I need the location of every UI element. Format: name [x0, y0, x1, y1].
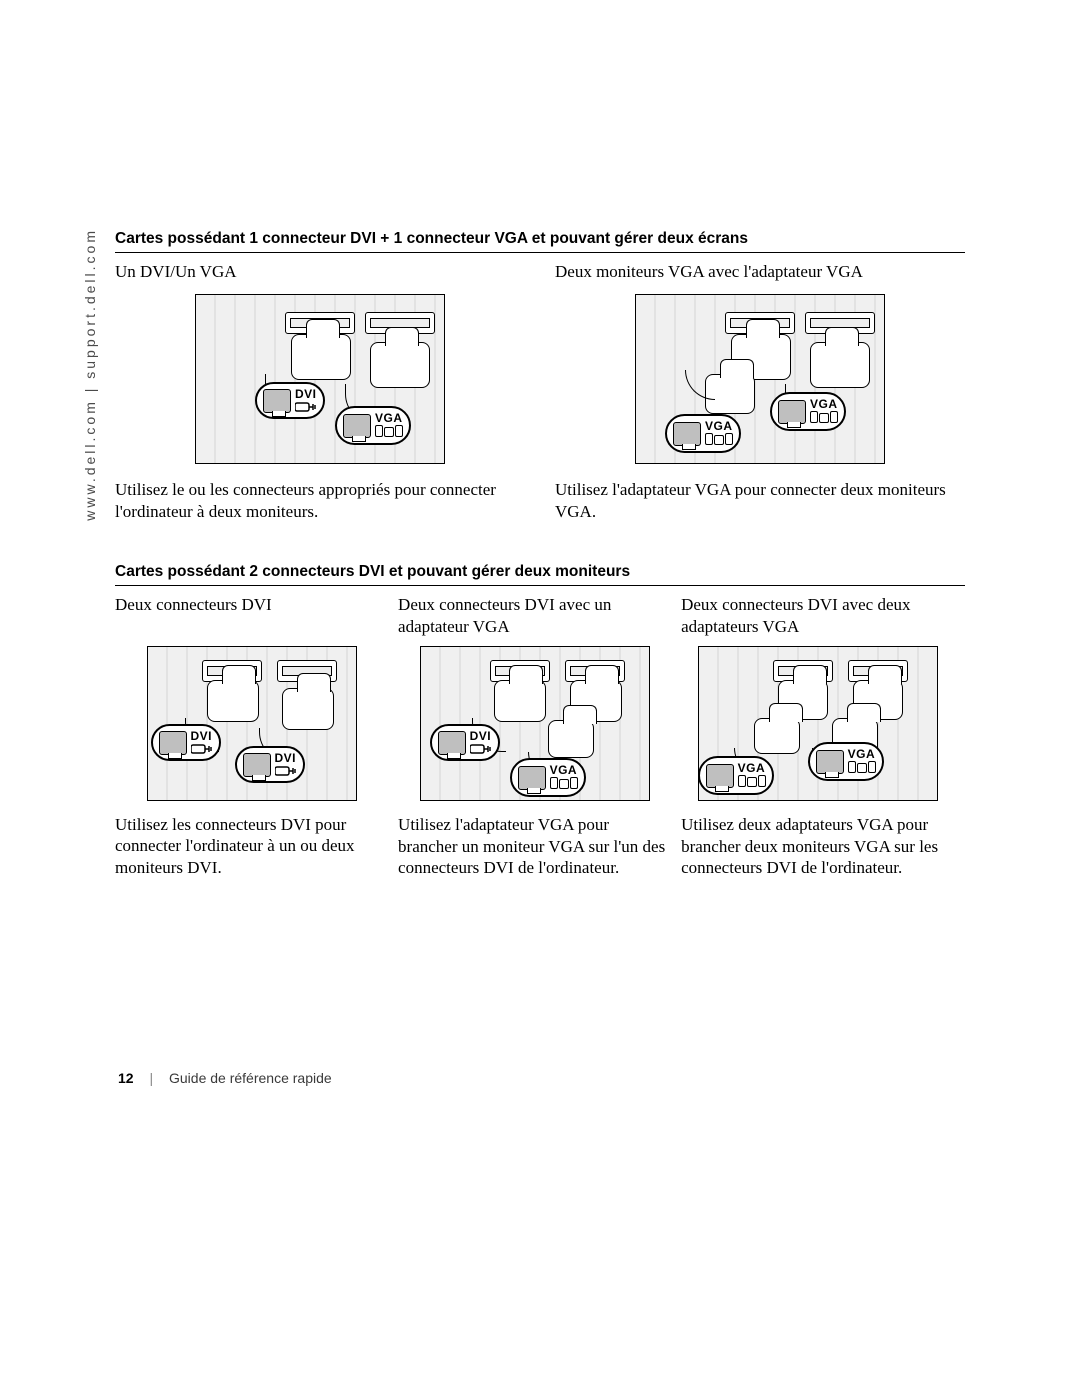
footer-separator: | [149, 1070, 153, 1086]
section1-col2-caption: Utilisez l'adaptateur VGA pour connecter… [555, 479, 965, 523]
badge-vga-label: VGA [375, 412, 403, 424]
badge-vga-4b: VGA [550, 764, 578, 776]
badge-vga-5a: VGA [738, 762, 766, 774]
badge-dvi-label: DVI [295, 388, 317, 400]
badge-vga-label-2a: VGA [705, 420, 733, 432]
section2-col1-caption: Utilisez les connecteurs DVI pour connec… [115, 814, 388, 879]
section2-col-2: Deux connecteurs DVI avec un adaptateur … [398, 594, 681, 879]
section2-row: Deux connecteurs DVI DVI [115, 594, 965, 879]
badge-dvi-3a: DVI [191, 730, 213, 742]
page-footer: 12 | Guide de référence rapide [118, 1070, 332, 1086]
diagram-2dvi: DVI DVI [115, 644, 388, 804]
page-number: 12 [118, 1070, 134, 1086]
diagram-2vga-adapter: VGA VGA [555, 289, 965, 469]
page-content: Cartes possédant 1 connecteur DVI + 1 co… [115, 230, 965, 879]
sidebar-url: www.dell.com | support.dell.com [82, 228, 98, 521]
section2-col-3: Deux connecteurs DVI avec deux adaptateu… [681, 594, 964, 879]
footer-title: Guide de référence rapide [169, 1070, 332, 1086]
badge-vga-5b: VGA [848, 748, 876, 760]
section2-col2-caption: Utilisez l'adaptateur VGA pour brancher … [398, 814, 671, 879]
diagram-2dvi-2vga: VGA VGA [681, 644, 954, 804]
section1-col2-title: Deux moniteurs VGA avec l'adaptateur VGA [555, 261, 965, 283]
section1-row: Un DVI/Un VGA DVI [115, 261, 965, 523]
diagram-dvi-vga: DVI VGA [115, 289, 525, 469]
illus-1: DVI VGA [195, 294, 445, 464]
illus-5: VGA VGA [698, 646, 938, 801]
illus-4: DVI VGA [420, 646, 650, 801]
badge-dvi-4a: DVI [470, 730, 492, 742]
badge-dvi-3b: DVI [275, 752, 297, 764]
section1-col1-title: Un DVI/Un VGA [115, 261, 525, 283]
badge-vga-label-2b: VGA [810, 398, 838, 410]
illus-3: DVI DVI [147, 646, 357, 801]
section2-col3-caption: Utilisez deux adaptateurs VGA pour branc… [681, 814, 954, 879]
section2-col3-title: Deux connecteurs DVI avec deux adaptateu… [681, 594, 954, 638]
section2-col2-title: Deux connecteurs DVI avec un adaptateur … [398, 594, 671, 638]
section2-col-1: Deux connecteurs DVI DVI [115, 594, 398, 879]
section2-heading: Cartes possédant 2 connecteurs DVI et po… [115, 563, 965, 586]
section1-col-2: Deux moniteurs VGA avec l'adaptateur VGA… [525, 261, 965, 523]
section1-heading: Cartes possédant 1 connecteur DVI + 1 co… [115, 230, 965, 253]
diagram-2dvi-1vga: DVI VGA [398, 644, 671, 804]
section1-col-1: Un DVI/Un VGA DVI [115, 261, 525, 523]
section1-col1-caption: Utilisez le ou les connecteurs approprié… [115, 479, 525, 523]
section2-col1-title: Deux connecteurs DVI [115, 594, 388, 638]
illus-2: VGA VGA [635, 294, 885, 464]
